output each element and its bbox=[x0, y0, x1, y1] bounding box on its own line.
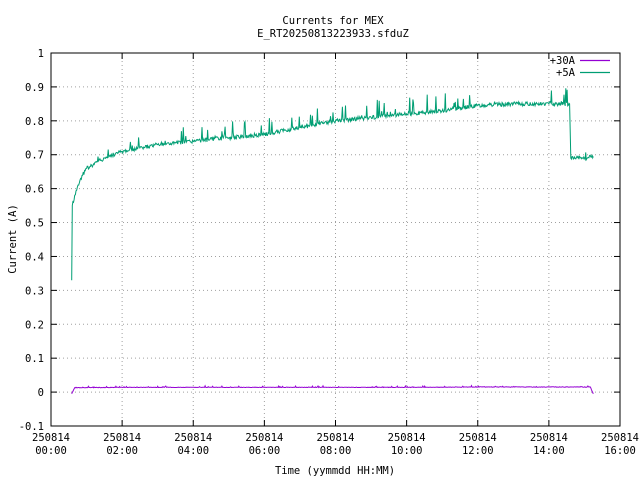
series-line-30a bbox=[71, 384, 594, 395]
x-tick-label-date: 250814 bbox=[601, 432, 639, 444]
x-tick-label-time: 08:00 bbox=[320, 445, 352, 457]
legend: +30A+5A bbox=[550, 55, 610, 79]
y-tick-label: 0.4 bbox=[25, 251, 44, 263]
x-tick-label-date: 250814 bbox=[103, 432, 141, 444]
y-tick-label: 0.1 bbox=[25, 353, 44, 365]
x-tick-label-time: 12:00 bbox=[462, 445, 494, 457]
y-tick-label: 0.7 bbox=[25, 150, 44, 162]
x-tick-label-time: 04:00 bbox=[177, 445, 209, 457]
y-tick-label: 0.9 bbox=[25, 82, 44, 94]
x-axis-label: Time (yymmdd HH:MM) bbox=[275, 465, 395, 477]
x-tick-label-time: 14:00 bbox=[533, 445, 565, 457]
y-tick-label: 1 bbox=[38, 48, 44, 60]
y-tick-label: 0.6 bbox=[25, 184, 44, 196]
legend-label: +5A bbox=[556, 67, 576, 79]
y-tick-label: 0 bbox=[38, 387, 44, 399]
x-tick-label-time: 10:00 bbox=[391, 445, 423, 457]
chart-title: Currents for MEX bbox=[282, 15, 384, 27]
x-tick-label-date: 250814 bbox=[459, 432, 497, 444]
y-tick-label: 0.2 bbox=[25, 319, 44, 331]
x-tick-label-date: 250814 bbox=[388, 432, 426, 444]
x-tick-label-time: 06:00 bbox=[249, 445, 281, 457]
legend-label: +30A bbox=[550, 55, 576, 67]
chart-subtitle: E_RT20250813223933.sfduZ bbox=[257, 28, 409, 40]
x-tick-label-time: 00:00 bbox=[35, 445, 67, 457]
x-tick-label-date: 250814 bbox=[174, 432, 212, 444]
x-tick-label-time: 16:00 bbox=[604, 445, 636, 457]
y-axis-label: Current (A) bbox=[7, 204, 19, 274]
x-tick-label-date: 250814 bbox=[32, 432, 70, 444]
y-tick-label: 0.5 bbox=[25, 218, 44, 230]
x-tick-label-date: 250814 bbox=[245, 432, 283, 444]
series-layer bbox=[71, 88, 594, 395]
x-tick-label-date: 250814 bbox=[317, 432, 355, 444]
y-tick-label: -0.1 bbox=[19, 421, 44, 433]
series-line-5a bbox=[71, 88, 594, 281]
ticks: -0.100.10.20.30.40.50.60.70.80.912508140… bbox=[19, 48, 639, 457]
plot-frame bbox=[50, 52, 621, 427]
x-tick-label-time: 02:00 bbox=[106, 445, 138, 457]
y-tick-label: 0.8 bbox=[25, 116, 44, 128]
x-tick-label-date: 250814 bbox=[530, 432, 568, 444]
y-tick-label: 0.3 bbox=[25, 285, 44, 297]
grid bbox=[51, 53, 620, 426]
